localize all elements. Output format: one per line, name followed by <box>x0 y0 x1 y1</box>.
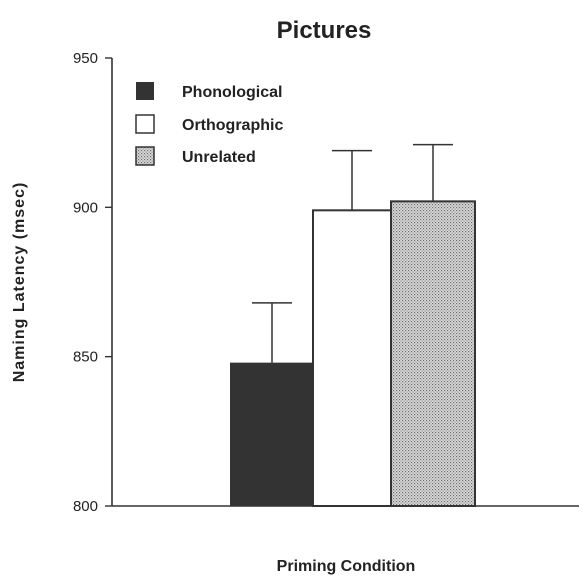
legend-label-orthographic: Orthographic <box>182 117 283 134</box>
legend: Phonological Orthographic Unrelated <box>135 82 283 166</box>
y-tick-label: 950 <box>73 50 98 67</box>
y-tick-label: 800 <box>73 498 98 515</box>
legend-label-unrelated: Unrelated <box>182 149 256 166</box>
legend-label-phonological: Phonological <box>182 84 282 101</box>
chart-title: Pictures <box>277 17 372 44</box>
bar-phonological <box>230 362 314 506</box>
bar-orthographic <box>312 209 392 507</box>
y-tick-label: 900 <box>73 199 98 216</box>
bar-unrelated <box>390 200 476 508</box>
legend-swatch-phonological <box>136 82 154 100</box>
y-ticks: 800 850 900 950 <box>73 50 112 515</box>
bars <box>230 143 476 508</box>
y-tick-label: 850 <box>73 349 98 366</box>
legend-swatch-orthographic <box>135 114 155 134</box>
y-axis-label: Naming Latency (msec) <box>11 182 28 383</box>
x-axis-label: Priming Condition <box>277 558 416 575</box>
legend-swatch-unrelated <box>135 146 155 166</box>
